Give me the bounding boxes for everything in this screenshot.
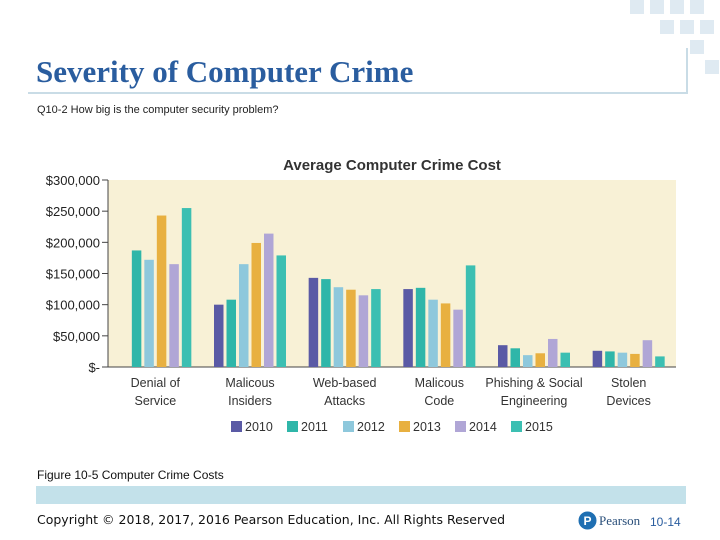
legend-label: 2012 bbox=[357, 420, 385, 434]
bar bbox=[560, 352, 570, 367]
x-tick-label: Devices bbox=[606, 394, 650, 408]
slide-number: 10-14 bbox=[650, 515, 681, 529]
pearson-logo-icon: P bbox=[578, 511, 597, 530]
bar bbox=[131, 250, 142, 367]
bar bbox=[239, 264, 249, 367]
bar bbox=[605, 351, 615, 367]
x-tick-label: Service bbox=[134, 394, 176, 408]
bar bbox=[453, 309, 463, 367]
bar bbox=[510, 348, 520, 367]
bar bbox=[465, 265, 476, 367]
legend-swatch bbox=[399, 421, 410, 432]
bar bbox=[264, 233, 274, 367]
svg-text:P: P bbox=[583, 514, 591, 528]
title-frame bbox=[28, 48, 688, 94]
bar bbox=[144, 259, 154, 367]
pearson-logo-text: Pearson bbox=[599, 513, 641, 528]
bar bbox=[523, 355, 533, 367]
figure-caption: Figure 10-5 Computer Crime Costs bbox=[37, 468, 224, 482]
slide-subtitle: Q10-2 How big is the computer security p… bbox=[37, 104, 279, 116]
x-tick-label: Malicous bbox=[415, 376, 464, 390]
x-tick-label: Malicous bbox=[225, 376, 274, 390]
y-tick-label: $- bbox=[88, 360, 100, 375]
copyright-text: Copyright © 2018, 2017, 2016 Pearson Edu… bbox=[37, 512, 506, 527]
bar bbox=[428, 299, 438, 367]
legend-swatch bbox=[343, 421, 354, 432]
bar bbox=[346, 289, 356, 367]
x-tick-label: Engineering bbox=[501, 394, 568, 408]
bar bbox=[440, 303, 451, 367]
legend-label: 2010 bbox=[245, 420, 273, 434]
legend-swatch bbox=[287, 421, 298, 432]
x-tick-label: Web-based bbox=[313, 376, 377, 390]
bar bbox=[642, 340, 653, 367]
y-tick-label: $250,000 bbox=[46, 204, 100, 219]
bar bbox=[226, 299, 236, 367]
legend-swatch bbox=[511, 421, 522, 432]
bar bbox=[548, 338, 558, 367]
bar bbox=[181, 208, 192, 367]
y-tick-label: $200,000 bbox=[46, 235, 100, 250]
legend-label: 2013 bbox=[413, 420, 441, 434]
plot-area bbox=[108, 180, 676, 367]
legend-label: 2011 bbox=[301, 420, 328, 434]
bar bbox=[371, 289, 381, 367]
y-tick-label: $50,000 bbox=[53, 329, 100, 344]
crime-cost-chart: Average Computer Crime Cost $- $50,000 $100… bbox=[46, 157, 676, 434]
bar bbox=[617, 352, 628, 367]
bar bbox=[498, 345, 508, 367]
x-tick-label: Code bbox=[424, 394, 454, 408]
bar bbox=[403, 289, 413, 367]
bar bbox=[655, 356, 665, 367]
chart-title: Average Computer Crime Cost bbox=[283, 157, 501, 174]
bar bbox=[156, 215, 167, 367]
bar bbox=[592, 350, 603, 367]
bar bbox=[358, 295, 369, 367]
y-tick-label: $100,000 bbox=[46, 298, 100, 313]
y-tick-label: $150,000 bbox=[46, 267, 100, 282]
bar bbox=[276, 255, 286, 367]
bar bbox=[308, 277, 319, 367]
legend-label: 2015 bbox=[525, 420, 553, 434]
x-tick-label: Stolen bbox=[611, 376, 646, 390]
legend-label: 2014 bbox=[469, 420, 497, 434]
x-tick-label: Attacks bbox=[324, 394, 365, 408]
slide-title: Severity of Computer Crime bbox=[36, 54, 414, 89]
x-tick-label: Insiders bbox=[228, 394, 272, 408]
bar bbox=[415, 287, 426, 367]
footer-band bbox=[36, 486, 686, 504]
x-tick-label: Phishing & Social bbox=[485, 376, 582, 390]
bar bbox=[333, 287, 344, 367]
legend-swatch bbox=[455, 421, 466, 432]
bar bbox=[321, 279, 331, 367]
bar bbox=[169, 264, 179, 367]
bar bbox=[630, 353, 640, 367]
bar bbox=[535, 353, 545, 367]
legend-swatch bbox=[231, 421, 242, 432]
x-tick-label: Denial of bbox=[131, 376, 181, 390]
bar bbox=[214, 304, 224, 367]
corner-decoration bbox=[630, 0, 719, 74]
y-tick-label: $300,000 bbox=[46, 173, 100, 188]
bar bbox=[251, 242, 261, 367]
